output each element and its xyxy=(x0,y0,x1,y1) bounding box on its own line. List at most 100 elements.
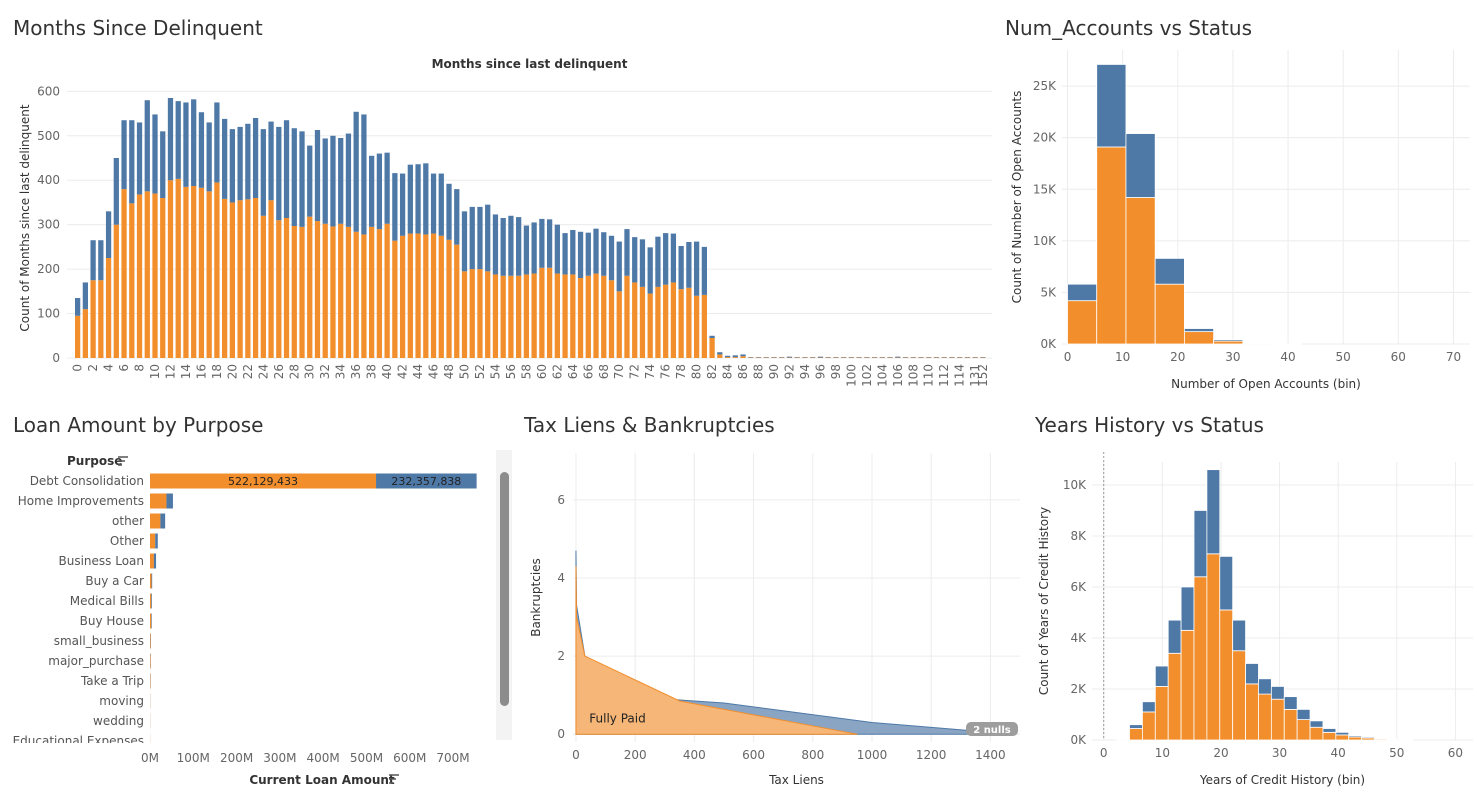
bar-segment-orange xyxy=(237,200,243,358)
bar-segment-blue xyxy=(376,153,383,230)
bar-segment-blue xyxy=(709,335,715,338)
bar-segment-orange xyxy=(469,269,475,358)
x-tick-label: 100 xyxy=(844,364,858,387)
bar-segment-blue xyxy=(237,126,243,201)
x-tick-label: 30 xyxy=(303,364,317,379)
bar-segment-blue xyxy=(1213,339,1244,342)
bar-segment-blue xyxy=(291,128,297,226)
bar-segment-blue xyxy=(1348,735,1363,738)
bar-segment-blue xyxy=(469,206,475,270)
bar-segment-blue xyxy=(639,239,646,287)
bar-segment-blue xyxy=(500,218,506,276)
bar-segment-blue xyxy=(1245,663,1259,685)
bar-segment-orange xyxy=(1167,652,1182,741)
bar-segment-blue xyxy=(175,101,181,179)
nulls-badge-label: 2 nulls xyxy=(973,725,1011,736)
bar-segment-orange xyxy=(1245,683,1259,741)
bar-segment-orange xyxy=(570,274,576,358)
bar-segment-blue xyxy=(283,120,290,218)
x-tick-label: 66 xyxy=(581,364,595,379)
bar-segment-orange xyxy=(740,356,746,358)
bar-segment-orange xyxy=(1283,708,1298,741)
axis-background xyxy=(0,743,497,798)
bar-segment-blue xyxy=(562,233,568,275)
x-tick-label: 800 xyxy=(801,748,824,762)
bar-segment-orange xyxy=(1193,576,1208,741)
x-tick-label: 10 xyxy=(148,364,162,379)
x-tick-label: 62 xyxy=(550,364,564,379)
y-tick-label: 0 xyxy=(52,351,60,365)
nulls-badge[interactable] xyxy=(966,722,1018,736)
bar-segment-orange xyxy=(98,280,104,358)
x-tick-label: 34 xyxy=(334,364,348,379)
x-tick-label: 86 xyxy=(736,364,750,379)
bar-segment-orange xyxy=(415,233,421,358)
y-tick-label: 100 xyxy=(37,307,60,321)
history-histogram[interactable]: 0K 2K 4K 6K 8K 10K 0 10 20 30 40 50 60 Years of Credi… xyxy=(1025,448,1477,798)
bar-segment-blue xyxy=(632,237,638,283)
liens-area-chart[interactable]: 0 2 4 6 0 200 400 600 800 1000 1200 1400 Fully Paid B… xyxy=(520,448,1025,798)
bar-segment-blue xyxy=(585,232,591,276)
bar-segment-blue xyxy=(608,235,615,281)
x-tick-label: 32 xyxy=(318,364,332,379)
category-label: Buy House xyxy=(80,614,144,628)
bar-segment-blue xyxy=(1270,686,1285,700)
x-tick-label: 20 xyxy=(1170,350,1185,364)
bar-segment-blue xyxy=(446,183,452,240)
x-tick-label: 28 xyxy=(287,364,301,379)
bar-segment-blue xyxy=(577,231,584,278)
bar-segment-blue xyxy=(454,189,460,245)
y-tick-label: 6K xyxy=(1070,580,1087,594)
x-tick-label: 78 xyxy=(674,364,688,379)
bar-segment-blue xyxy=(151,573,153,589)
purpose-header: Purpose xyxy=(67,454,122,468)
y-tick-label: 200 xyxy=(37,262,60,276)
bar-segment-blue xyxy=(415,164,421,234)
x-tick-label: 40 xyxy=(1331,746,1346,760)
bar-segment-blue xyxy=(1067,283,1098,302)
bar-segment-orange xyxy=(647,293,653,358)
bar-segment-orange xyxy=(492,274,499,358)
bar-segment-orange xyxy=(245,199,251,358)
bar-segment-blue xyxy=(523,225,530,275)
y-tick-label: 4K xyxy=(1070,631,1087,645)
bar-segment-blue xyxy=(129,120,135,204)
delinquent-chart[interactable]: Months since last delinquent010020030040… xyxy=(0,50,1000,400)
bar-segment-orange xyxy=(276,220,282,358)
x-tick-label: 1200 xyxy=(916,748,947,762)
bar-segment-orange xyxy=(1219,609,1234,741)
bar-segment-orange xyxy=(461,271,468,358)
x-axis-title: Number of Open Accounts (bin) xyxy=(1171,377,1361,391)
scrollbar-thumb[interactable] xyxy=(500,472,509,706)
bar-segment-orange xyxy=(160,198,166,358)
bar-segment-orange xyxy=(508,275,514,358)
bar-segment-orange xyxy=(670,282,677,358)
bar-segment-orange xyxy=(121,189,127,358)
x-tick-label: 40 xyxy=(380,364,394,379)
bar-segment-orange xyxy=(1232,650,1246,741)
bar-segment-orange xyxy=(129,203,135,358)
bar-segment-blue xyxy=(601,232,607,276)
purpose-bar-chart[interactable]: Purpose Debt Consolidation 522,129,433 232,… xyxy=(0,448,520,798)
bar-segment-blue xyxy=(407,164,413,234)
bar-segment-orange xyxy=(307,216,313,358)
bar-segment-orange xyxy=(150,613,152,629)
bar-segment-blue xyxy=(593,228,599,274)
x-tick-label: 600M xyxy=(393,751,426,765)
accounts-histogram[interactable]: 0K 5K 10K 15K 20K 25K 0 10 20 30 40 50 60 70 Number of… xyxy=(1000,50,1477,400)
bar-segment-orange xyxy=(430,233,437,358)
bar-segment-orange xyxy=(1096,146,1127,345)
x-tick-label: 46 xyxy=(427,364,441,379)
bar-segment-blue xyxy=(1309,720,1324,728)
x-tick-label: 0 xyxy=(572,748,580,762)
bar-segment-orange xyxy=(150,533,156,549)
y-tick-label: 300 xyxy=(37,218,60,232)
bar-segment-blue xyxy=(222,118,228,199)
x-tick-label: 4 xyxy=(102,364,116,372)
x-tick-label: 60 xyxy=(535,364,549,379)
bar-segment-orange xyxy=(260,215,266,358)
bar-segment-orange xyxy=(539,267,545,358)
bar-segment-orange xyxy=(376,229,383,358)
bar-segment-blue xyxy=(1183,328,1215,333)
bar-segment-orange xyxy=(369,226,375,358)
